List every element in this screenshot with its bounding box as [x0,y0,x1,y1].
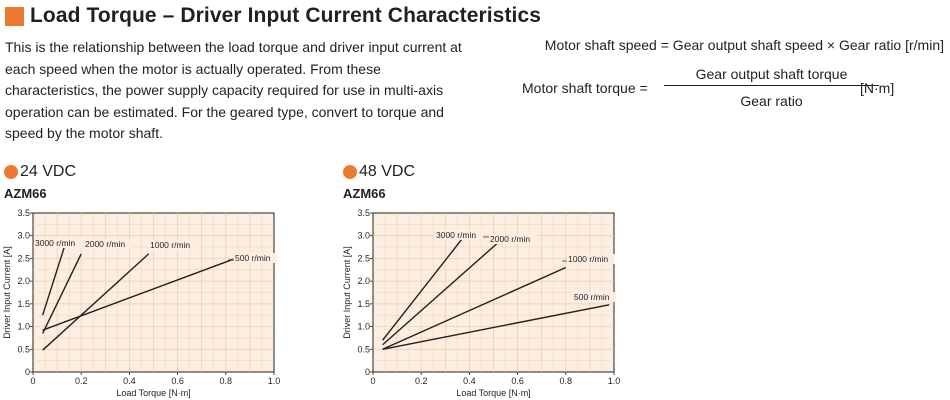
x-tick-label: 0.6 [171,376,184,386]
description-text: This is the relationship between the loa… [5,39,462,141]
series-label: 500 r/min [235,253,271,263]
series-line [382,235,466,341]
y-tick-label: 3.5 [17,208,30,218]
chart-48vdc: 0 0.2 0.4 0.6 0.8 1.0 0 0.5 1.0 1.5 2.0 2.5 3.0 3.5 Lo… [342,208,621,398]
speed-formula: Motor shaft speed = Gear output shaft sp… [544,37,944,53]
fraction-bar [664,85,879,86]
y-tick-label: 2.5 [17,253,30,263]
series-label-bg [234,253,278,263]
page-title-text: Load Torque – Driver Input Current Chara… [30,4,542,27]
chart-24vdc: 0 0.2 0.4 0.6 0.8 1.0 0 0.5 1.0 1.5 2.0 2.5 3.0 3.5 Lo… [2,208,281,398]
x-axis-label: Load Torque [N·m] [456,388,530,398]
series-label: 3000 r/min [436,230,476,240]
torque-formula-label: Motor shaft torque = [522,80,648,96]
y-tick-label: 1.0 [357,322,370,332]
series-label: 2000 r/min [85,239,125,249]
page-title: Load Torque – Driver Input Current Chara… [5,3,541,29]
bullet-dot-icon [4,165,18,179]
series-label-bg [149,240,197,250]
chart-48vdc-heading: 48 VDC [343,163,415,181]
series-line [42,253,150,351]
series-line [382,266,567,350]
series-label: 1000 r/min [568,254,608,264]
torque-formula-numerator: Gear output shaft torque [695,66,848,82]
series-label-bg [567,254,615,264]
series-label: 2000 r/min [490,234,530,244]
x-axis-label: Load Torque [N·m] [116,388,190,398]
series-line [382,304,610,350]
grid [33,213,274,372]
x-tick-label: 0.6 [511,376,524,386]
series-label-bg [435,230,483,240]
y-tick-label: 0 [25,367,30,377]
chart-24vdc-heading: 24 VDC [4,163,76,181]
series-label-bg [34,238,82,248]
x-tick-label: 0.2 [415,376,428,386]
torque-formula-unit: [N·m] [860,80,895,96]
y-tick-label: 1.5 [17,299,30,309]
y-tick-label: 1.0 [17,322,30,332]
y-tick-label: 3.0 [357,231,370,241]
x-tick-label: 0.2 [75,376,88,386]
bullet-dot-icon [343,165,357,179]
y-tick-label: 0.5 [357,344,370,354]
series-label-bg [84,239,132,249]
chart-48vdc-model: AZM66 [343,186,386,201]
series-label: 1000 r/min [150,240,190,250]
title-marker-icon [5,6,24,26]
series-label: 500 r/min [574,292,610,302]
series-label: 3000 r/min [35,238,75,248]
y-axis-label: Driver Input Current [A] [342,246,352,339]
x-tick-label: 0.8 [220,376,233,386]
x-tick-label: 0.4 [123,376,136,386]
series-line [42,258,234,331]
y-tick-label: 2.0 [17,276,30,286]
x-tick-label: 1.0 [268,376,281,386]
x-tick-label: 0 [370,376,375,386]
chart-24vdc-model: AZM66 [4,186,47,201]
x-tick-label: 0 [30,376,35,386]
y-axis-label: Driver Input Current [A] [2,246,12,339]
series-line [41,246,65,316]
y-tick-label: 2.0 [357,276,370,286]
torque-formula-denominator: Gear ratio [740,93,803,109]
chart-48vdc-voltage: 48 VDC [359,163,416,180]
y-tick-label: 3.5 [357,208,370,218]
x-tick-label: 0.4 [463,376,476,386]
y-tick-label: 2.5 [357,253,370,263]
x-tick-label: 1.0 [608,376,621,386]
torque-formula: Motor shaft torque = Gear output shaft t… [522,63,942,113]
chart-24vdc-voltage: 24 VDC [20,163,77,180]
y-tick-label: 3.0 [17,231,30,241]
y-tick-label: 0.5 [17,344,30,354]
series-label-bg [489,234,537,244]
series-line [42,253,82,334]
y-tick-label: 1.5 [357,299,370,309]
series-line [382,239,502,346]
x-tick-label: 0.8 [560,376,573,386]
series-label-bg [573,292,617,302]
y-tick-label: 0 [365,367,370,377]
